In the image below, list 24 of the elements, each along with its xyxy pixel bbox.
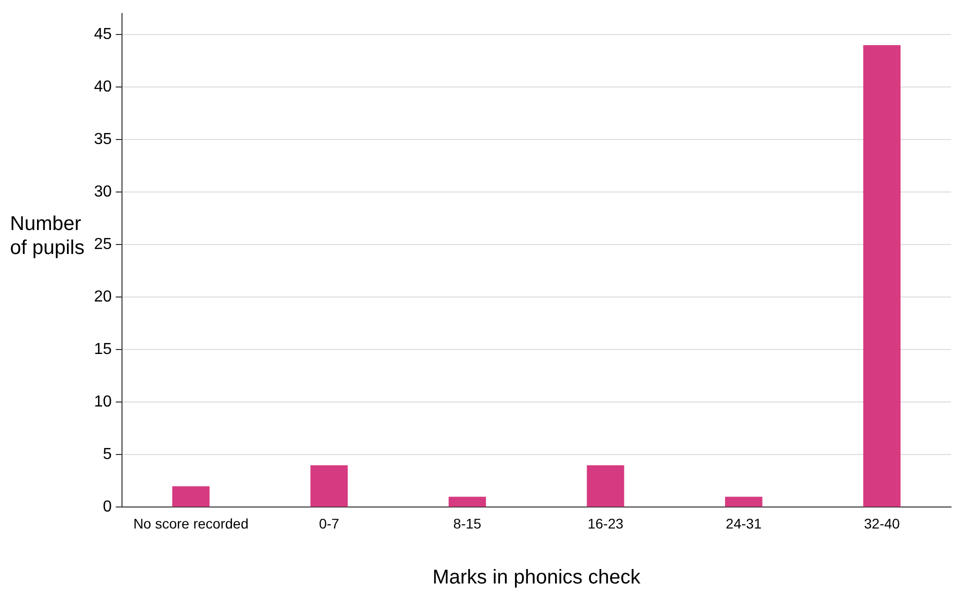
y-tick-label: 30: [94, 184, 112, 201]
y-tick-label: 10: [94, 394, 112, 411]
x-tick-label: 0-7: [318, 515, 340, 532]
y-tick-label: 35: [94, 131, 112, 148]
y-tick-label: 15: [94, 341, 112, 358]
x-axis-title: Marks in phonics check: [432, 566, 642, 589]
y-tick-label: 45: [94, 26, 112, 44]
bar: [725, 496, 762, 507]
bar: [448, 496, 486, 507]
y-tick-label: 25: [94, 236, 112, 254]
bar: [586, 465, 624, 507]
bar: [863, 45, 901, 507]
x-tick-label: 8-15: [453, 515, 482, 532]
x-tick-label: No score recorded: [133, 515, 248, 532]
bar: [172, 486, 210, 507]
x-tick-label: 24-31: [726, 515, 762, 532]
y-tick-label: 0: [102, 498, 112, 516]
y-tick-label: 20: [94, 288, 112, 306]
y-axis-title: Number of pupils: [10, 212, 86, 260]
bar: [310, 465, 348, 507]
x-tick-label: 16-23: [588, 515, 624, 532]
x-tick-label: 32-40: [864, 515, 900, 532]
y-tick-label: 40: [94, 78, 112, 96]
y-tick-label: 5: [102, 446, 112, 464]
